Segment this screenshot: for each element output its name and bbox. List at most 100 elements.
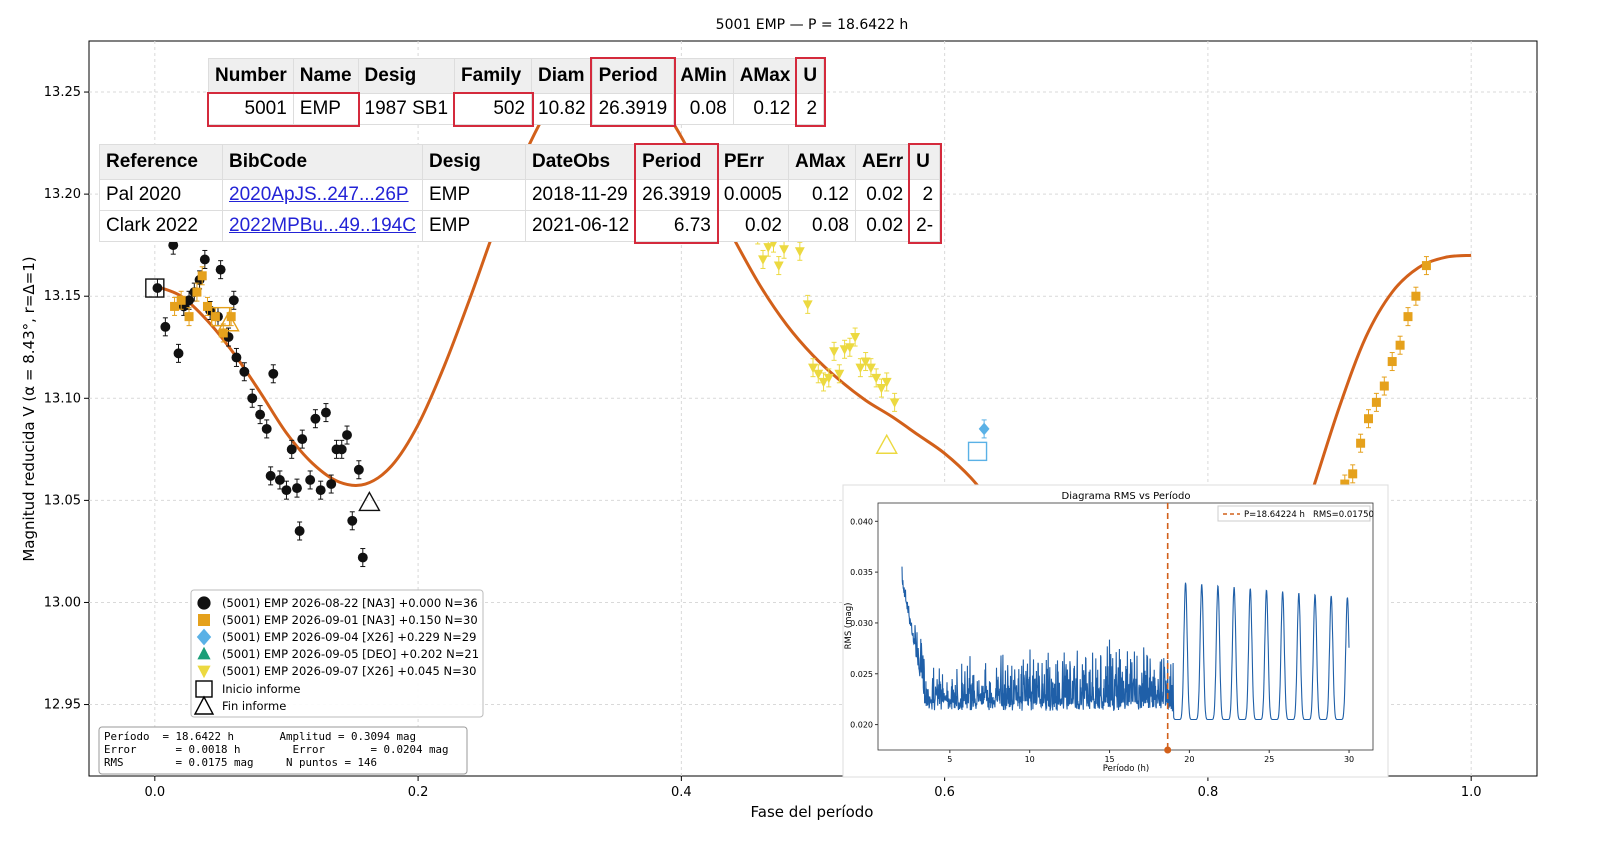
inset-x-tick-label: 15 [1104,755,1114,764]
data-point [297,434,308,445]
legend-marker-icon [198,614,210,626]
table-header: BibCode [222,144,423,180]
table-header: U [796,58,825,94]
legend: (5001) EMP 2026-08-22 [NA3] +0.000 N=36 (… [190,589,484,718]
data-point [1340,479,1350,489]
table-row: Clark 2022 2022MPBu...49..194C EMP 2021-… [99,210,941,242]
table-header: Family [454,58,533,94]
data-point [1348,469,1358,479]
data-point [176,295,186,305]
inset-x-tick-label: 5 [947,755,952,764]
data-point [265,470,276,481]
data-point [1395,340,1405,350]
table-header: Reference [99,144,223,180]
highlight-ref-u [907,142,942,244]
table-header: Desig [357,58,456,94]
data-point [255,409,266,420]
data-point [758,255,768,265]
data-point [823,373,834,384]
y-tick-label: 13.15 [44,289,81,304]
highlight-family [452,91,534,127]
highlight-u [794,56,826,127]
y-tick-label: 12.95 [44,698,81,713]
y-tick-label: 13.25 [44,85,81,100]
data-point [1379,381,1389,391]
data-point [239,366,250,377]
legend-label: (5001) EMP 2026-09-04 [X26] +0.229 N=29 [222,630,476,644]
x-tick-label: 1.0 [1461,785,1482,800]
data-point [202,301,212,311]
data-point [184,312,194,322]
asteroid-info-table: Number Name Desig Family Diam Period AMi… [208,58,825,125]
table-header: AMin [673,58,734,94]
data-point [871,373,882,384]
table-cell: 26.3919 [635,179,718,211]
table-cell: 0.12 [787,179,856,211]
bibcode-link[interactable]: 2022MPBu...49..194C [222,210,423,242]
table-cell: 0.08 [673,93,734,125]
data-point [1387,357,1397,367]
inset-x-tick-label: 20 [1184,755,1194,764]
table-cell: 10.82 [531,93,593,125]
inset-y-tick-label: 0.020 [850,721,873,730]
inset-title: Diagrama RMS vs Período [1062,490,1191,502]
highlight-period [590,56,676,127]
table-cell: EMP [421,210,526,242]
data-point [231,352,242,363]
data-point [210,312,220,322]
y-tick-label: 13.00 [44,595,81,610]
inset-frame [877,502,1374,751]
legend-marker-icon [196,628,212,646]
inset-legend-box [1217,505,1371,522]
data-point [1411,291,1421,301]
table-header: AErr [854,144,911,180]
data-point [808,363,818,374]
data-point [844,343,855,353]
inset-x-tick-label: 10 [1025,755,1035,764]
x-tick-label: 0.6 [934,785,955,800]
legend-label: (5001) EMP 2026-09-05 [DEO] +0.202 N=21 [222,647,479,661]
highlight-ref-period [633,142,720,244]
chart-title: 5001 EMP — P = 18.6422 h [716,17,909,33]
table-cell: 2 [796,93,825,125]
table-header: Number [208,58,294,94]
table-cell: Clark 2022 [99,210,223,242]
table-cell: 0.02 [716,210,789,242]
table-header: DateObs [524,144,637,180]
data-point [218,328,228,338]
table-row: Pal 2020 2020ApJS..247...26P EMP 2018-11… [99,179,941,211]
stats-line: RMS = 0.0175 mag N puntos = 146 [104,756,377,769]
data-point [1403,312,1413,322]
legend-marker-icon [197,646,211,660]
data-point [247,393,258,404]
highlight-number-name [206,91,361,127]
data-point [326,479,337,489]
stats-line: Error = 0.0018 h Error = 0.0204 mag [104,743,449,756]
data-point [347,515,358,526]
data-point [281,485,292,496]
end-marker [358,490,381,512]
end-marker [217,311,240,332]
data-point [274,475,285,485]
legend-label: (5001) EMP 2026-09-07 [X26] +0.045 N=30 [222,664,476,678]
bibcode-link[interactable]: 2020ApJS..247...26P [222,179,423,211]
table-header: Name [292,58,359,94]
table-cell: 26.3919 [591,93,675,125]
y-tick-label: 13.20 [44,187,81,202]
data-point [184,295,194,306]
data-point [336,444,347,455]
table-cell: 2021-06-12 [524,210,637,242]
legend-marker-icon [197,665,211,679]
table-cell: 2- [909,210,941,242]
start-marker [145,278,165,298]
data-point [839,345,850,355]
data-point [860,357,871,367]
x-axis-label: Fase del período [751,803,874,821]
data-point [876,384,887,394]
table-header: Diam [531,58,593,94]
table-header: PErr [716,144,789,180]
legend-marker-icon [197,596,211,610]
inset-y-tick-label: 0.025 [850,670,873,679]
stats-box: Período = 18.6422 h Amplitud = 0.3094 ma… [98,726,468,775]
data-point [199,254,210,265]
